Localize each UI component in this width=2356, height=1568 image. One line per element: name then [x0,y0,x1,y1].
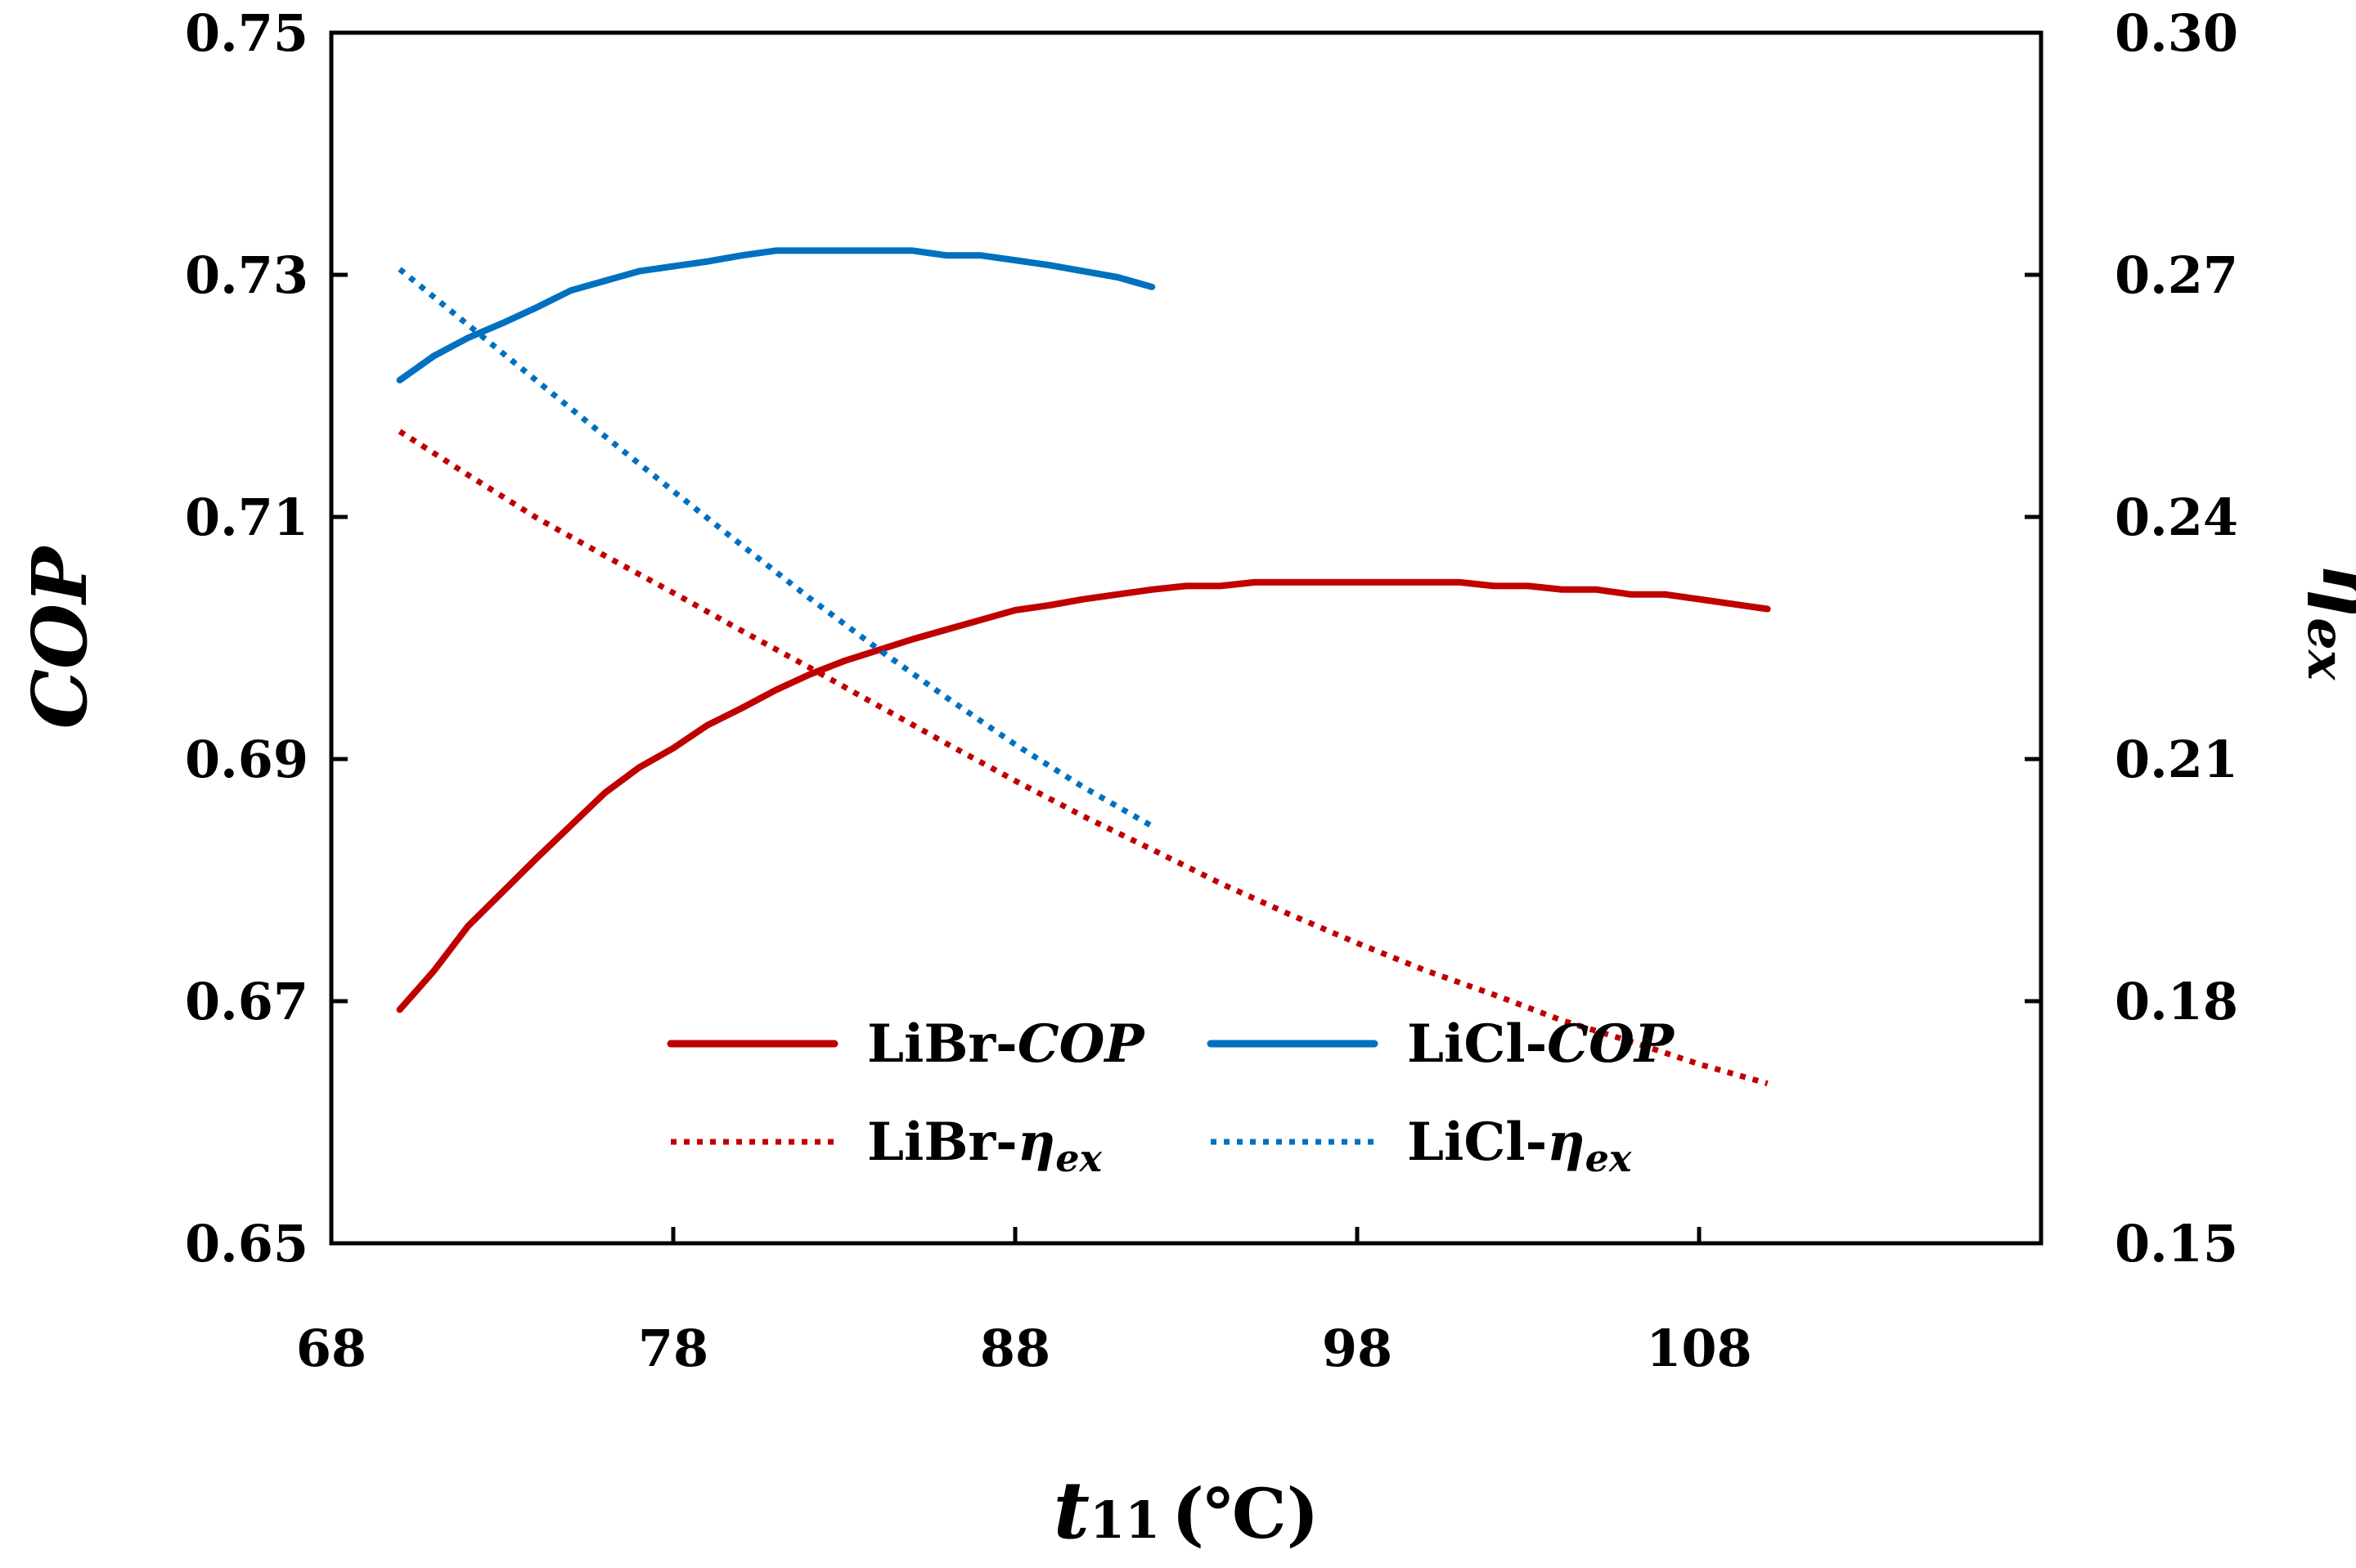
y-tick-label-left: 0.69 [185,730,308,789]
series-line-libr-eta-ex [398,429,1769,1086]
x-axis: 68 78 88 98 108 [296,1227,1752,1378]
legend-label-prefix: LiCl- [1407,1112,1547,1173]
legend-label-prefix: LiBr- [867,1112,1018,1173]
y-tick-label-left: 0.71 [185,487,308,547]
y-tick-label-right: 0.15 [2115,1214,2238,1274]
x-axis-title: t11 (℃) [1054,1464,1320,1557]
y-tick-label-right: 0.24 [2115,487,2238,547]
y-tick-label-left: 0.65 [185,1214,308,1274]
y-tick-label-right: 0.21 [2115,730,2238,789]
legend-label-main: η [1547,1112,1585,1173]
x-tick-label: 78 [638,1319,708,1378]
legend-label: LiCl-ηex [1407,1112,1632,1180]
x-axis-title-main: t [1054,1464,1090,1557]
series-line-libr-cop [396,578,1771,1013]
x-tick-label: 88 [980,1319,1050,1378]
plot-frame [329,30,2044,1246]
legend-label: LiCl-COP [1407,1013,1675,1075]
y-axis-title-left: COP [16,545,104,729]
left-axis: 0.65 0.67 0.69 0.71 0.73 0.75 [185,3,348,1274]
x-tick-label: 68 [296,1319,366,1378]
legend-label-prefix: LiBr- [867,1013,1018,1075]
y-axis-title-right-main: η [2305,563,2356,618]
legend-label-main: η [1018,1112,1056,1173]
x-axis-title-unit: (℃) [1171,1473,1319,1554]
y-axis-title-right-sub: ex [2296,618,2356,681]
x-tick-label: 98 [1322,1319,1392,1378]
y-axis-title-right: ηex [2296,563,2356,681]
legend-label-prefix: LiCl- [1407,1013,1547,1075]
legend-label-main: COP [1018,1013,1146,1075]
legend-label-main: COP [1547,1013,1675,1075]
y-tick-label-right: 0.30 [2115,3,2238,63]
y-tick-label-left: 0.73 [185,245,308,305]
legend-label-sub: ex [1585,1136,1632,1180]
y-tick-label-right: 0.27 [2115,245,2238,305]
legend-label: LiBr-ηex [867,1112,1102,1180]
y-tick-label-left: 0.75 [185,3,308,63]
series-layer [396,247,1771,1086]
y-tick-label-left: 0.67 [185,972,308,1031]
y-tick-label-right: 0.18 [2115,972,2238,1031]
x-tick-label: 108 [1646,1319,1751,1378]
legend-label-sub: ex [1055,1136,1102,1180]
legend-label: LiBr-COP [867,1013,1145,1075]
series-line-licl-eta-ex [398,267,1153,829]
x-axis-title-sub: 11 [1090,1490,1160,1550]
series-line-licl-cop [396,247,1156,384]
right-axis: 0.15 0.18 0.21 0.24 0.27 0.30 [2025,3,2238,1274]
